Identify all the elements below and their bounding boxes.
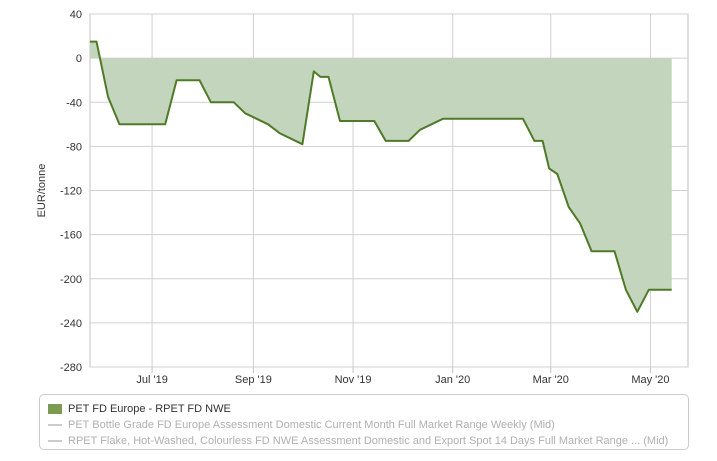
series-area-0 <box>90 41 672 312</box>
x-tick-label: May '20 <box>631 374 669 386</box>
legend-swatch-0 <box>48 404 62 414</box>
legend: PET FD Europe - RPET FD NWE PET Bottle G… <box>39 394 689 450</box>
x-tick-label: Sep '19 <box>235 374 272 386</box>
y-tick-label: -80 <box>66 141 82 153</box>
y-tick-label: 0 <box>76 53 82 65</box>
x-tick-label: Mar '20 <box>533 374 569 386</box>
series-line-0[interactable] <box>90 40 672 313</box>
legend-item-0[interactable]: PET FD Europe - RPET FD NWE <box>48 401 680 417</box>
area-layer <box>89 40 672 313</box>
legend-swatch-2 <box>48 440 62 442</box>
x-tick-label: Jul '19 <box>136 374 167 386</box>
y-tick-label: -40 <box>66 97 82 109</box>
legend-label-1: PET Bottle Grade FD Europe Assessment Do… <box>68 419 555 431</box>
chart: 40 0 -40 -80 -120 -160 -200 -240 -280 Jul '19 Sep… <box>36 9 689 386</box>
legend-label-2: RPET Flake, Hot-Washed, Colourless FD NW… <box>68 435 669 447</box>
y-axis-label: EUR/tonne <box>36 164 48 218</box>
y-tick-label: -240 <box>60 318 82 330</box>
legend-swatch-1 <box>48 424 62 426</box>
legend-label-0: PET FD Europe - RPET FD NWE <box>68 403 231 415</box>
y-tick-label: -280 <box>60 362 82 374</box>
y-tick-label: -200 <box>60 274 82 286</box>
x-tick-label: Nov '19 <box>335 374 372 386</box>
y-tick-labels: 40 0 -40 -80 -120 -160 -200 -240 -280 <box>60 9 82 374</box>
y-tick-label: -160 <box>60 230 82 242</box>
y-tick-label: -120 <box>60 186 82 198</box>
legend-item-1[interactable]: PET Bottle Grade FD Europe Assessment Do… <box>48 417 680 433</box>
y-tick-label: 40 <box>70 9 82 21</box>
legend-item-2[interactable]: RPET Flake, Hot-Washed, Colourless FD NW… <box>48 433 680 449</box>
x-tick-labels: Jul '19 Sep '19 Nov '19 Jan '20 Mar '20 May '… <box>136 374 669 386</box>
x-tick-label: Jan '20 <box>435 374 470 386</box>
